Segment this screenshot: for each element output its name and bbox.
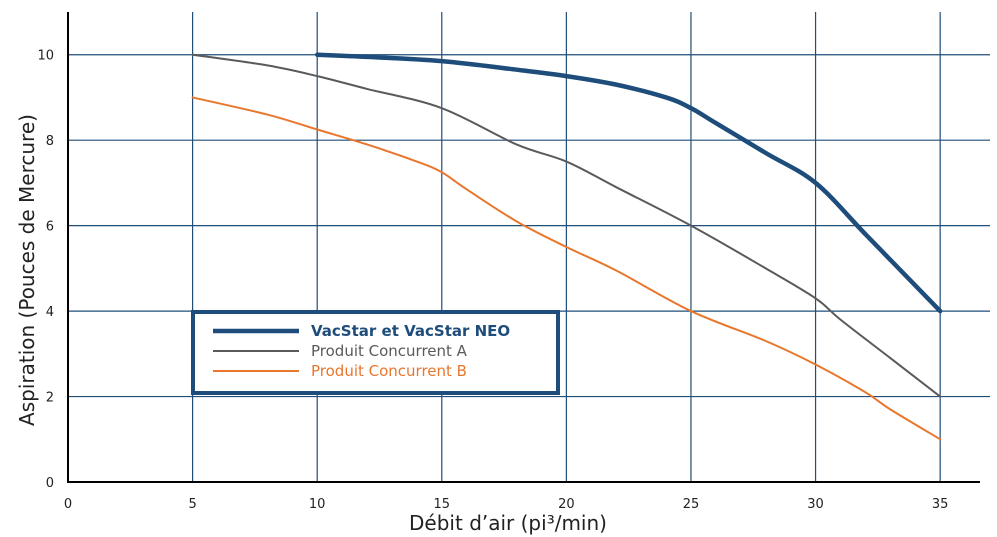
x-tick-label: 5 — [188, 497, 196, 512]
legend-box — [191, 310, 560, 395]
x-tick-label: 35 — [932, 497, 949, 512]
x-tick-label: 10 — [309, 497, 326, 512]
legend-label: Produit Concurrent A — [311, 342, 468, 360]
axes — [67, 12, 980, 483]
y-tick-label: 0 — [46, 476, 54, 491]
y-tick-label: 4 — [46, 305, 54, 320]
grid — [68, 12, 990, 482]
legend: VacStar et VacStar NEO Produit Concurrent… — [191, 310, 560, 395]
legend-label: VacStar et VacStar NEO — [311, 322, 510, 340]
x-tick-label: 20 — [558, 497, 575, 512]
series-lines — [191, 52, 943, 441]
y-tick-label: 8 — [46, 134, 54, 149]
x-tick-label: 0 — [64, 497, 72, 512]
legend-label: Produit Concurrent B — [311, 362, 467, 380]
series-line-vacstar-et-vacstar-neo — [314, 52, 943, 314]
series-line-produit-concurrent-a — [191, 53, 942, 398]
y-tick-labels: 0 2 4 6 8 10 — [37, 49, 54, 491]
y-tick-label: 10 — [37, 49, 54, 64]
y-tick-label: 6 — [46, 220, 54, 235]
x-tick-label: 25 — [683, 497, 700, 512]
x-tick-label: 30 — [807, 497, 824, 512]
series-line-produit-concurrent-b — [191, 96, 942, 441]
x-axis-title: Débit d’air (pi³/min) — [409, 511, 607, 535]
y-axis-title: Aspiration (Pouces de Mercure) — [15, 114, 39, 426]
x-tick-labels: 0 5 10 15 20 25 30 35 — [64, 497, 949, 512]
x-tick-label: 15 — [434, 497, 451, 512]
y-tick-label: 2 — [46, 391, 54, 406]
